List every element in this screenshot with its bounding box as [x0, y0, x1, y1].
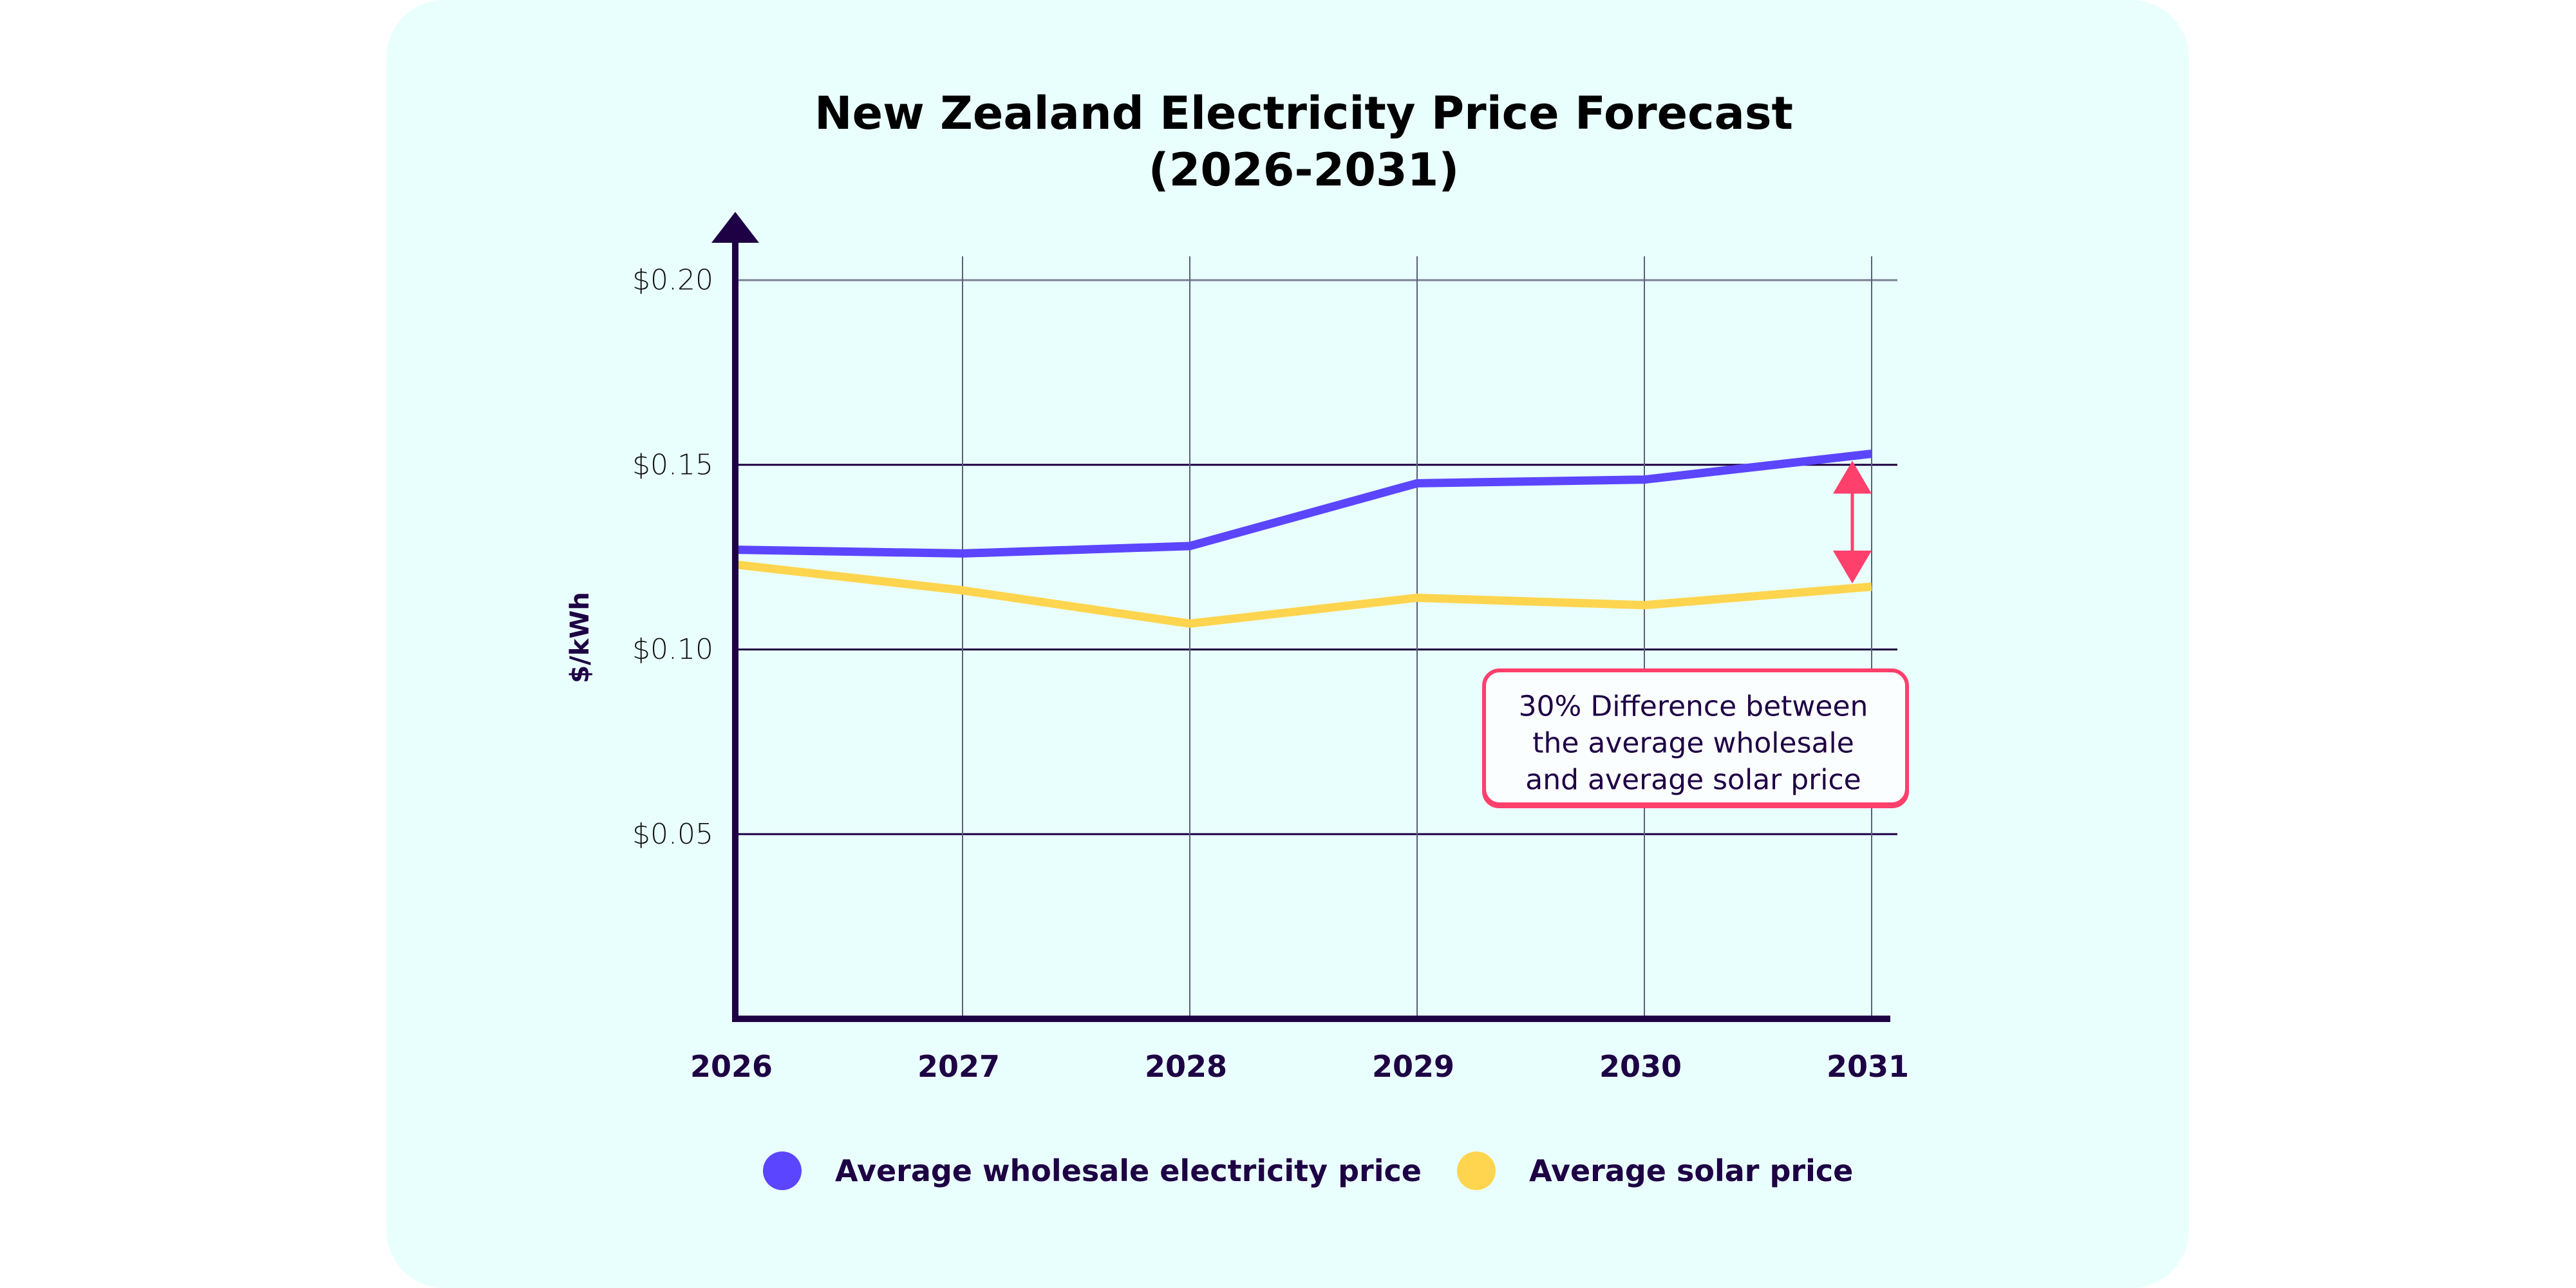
- legend: Average wholesale electricity price Avera…: [763, 1151, 1853, 1190]
- annotation-text-line: the average wholesale: [1532, 727, 1854, 760]
- series-line-solar: [735, 560, 1872, 628]
- arrow-up-icon: [1833, 460, 1872, 494]
- annotation-text-line: 30% Difference between: [1519, 690, 1868, 723]
- grid: [735, 256, 1897, 1019]
- y-tick-label: $0.15: [632, 448, 713, 481]
- chart-title: New Zealand Electricity Price Forecast (…: [814, 87, 1793, 196]
- y-axis-line: [732, 243, 738, 1022]
- legend-item: Average wholesale electricity price: [763, 1151, 1422, 1190]
- y-tick-label: $0.10: [632, 633, 713, 666]
- x-tick-label: 2030: [1599, 1049, 1682, 1084]
- annotation-text-line: and average solar price: [1525, 764, 1861, 797]
- series-line-wholesale: [735, 450, 1872, 558]
- x-axis-line: [732, 1016, 1890, 1022]
- y-axis-label: $/kWh: [565, 592, 595, 683]
- annotation-box: [1482, 668, 1909, 806]
- x-tick-label: 2027: [917, 1049, 1000, 1084]
- legend-item: Average solar price: [1457, 1151, 1853, 1190]
- x-tick-labels: 2026 2027 2028 2029 2030 2031: [690, 1049, 1909, 1084]
- x-tick-label: 2029: [1372, 1049, 1454, 1084]
- y-tick-label: $0.05: [632, 818, 713, 851]
- annotation: 30% Difference between the average wholes…: [1482, 460, 1909, 808]
- chart-subtitle: (2026-2031): [1149, 144, 1460, 196]
- arrow-down-icon: [1833, 551, 1872, 584]
- legend-dot-wholesale-icon: [763, 1151, 802, 1190]
- axes: [711, 212, 1890, 1022]
- legend-label: Average wholesale electricity price: [835, 1153, 1422, 1188]
- legend-label: Average solar price: [1529, 1153, 1853, 1188]
- legend-dot-solar-icon: [1457, 1151, 1496, 1190]
- chart-title-line-1: New Zealand Electricity Price Forecast: [814, 87, 1793, 140]
- series: [735, 450, 1872, 628]
- y-axis-arrow-icon: [711, 212, 759, 243]
- x-tick-label: 2026: [690, 1049, 773, 1084]
- x-tick-label: 2028: [1145, 1049, 1227, 1084]
- y-tick-label: $0.20: [632, 264, 713, 297]
- y-tick-labels: $0.05 $0.10 $0.15 $0.20: [632, 264, 713, 851]
- chart-card: [386, 0, 2189, 1288]
- x-tick-label: 2031: [1827, 1049, 1909, 1084]
